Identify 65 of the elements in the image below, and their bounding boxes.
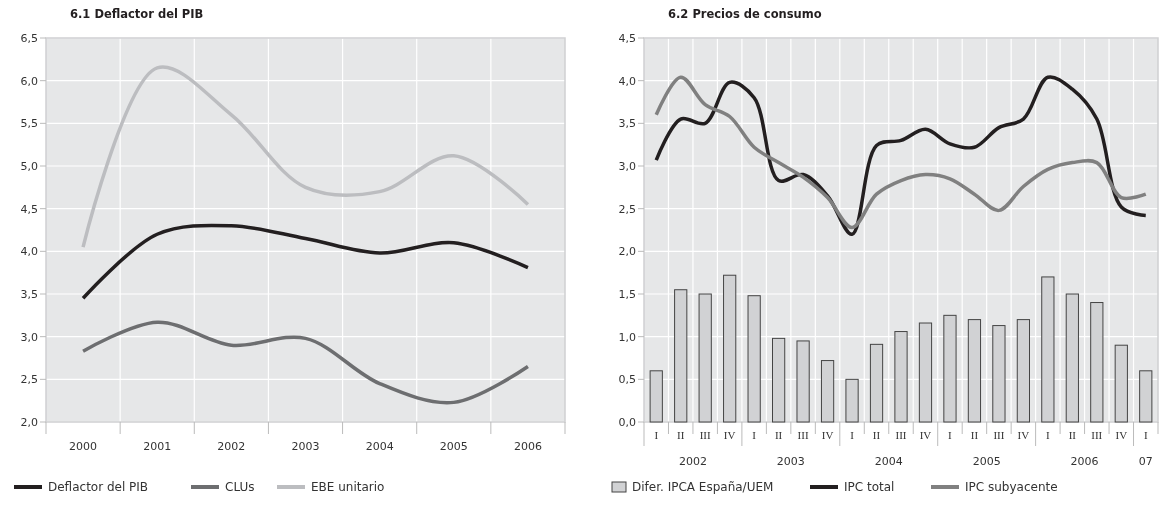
x-tick-label: 2005 xyxy=(439,440,468,453)
x-tick-label: 2000 xyxy=(69,440,98,453)
line-series xyxy=(81,65,530,249)
y-tick-label: 3,0 xyxy=(618,159,636,173)
x-tick-label: I xyxy=(850,429,855,441)
x-tick-label: II xyxy=(970,429,979,441)
x-tick-label: I xyxy=(948,429,953,441)
y-tick-label: 0,0 xyxy=(618,415,636,429)
x-tick-label: I xyxy=(752,429,757,441)
x-tick-label: II xyxy=(774,429,783,441)
y-tick-label: 2,5 xyxy=(20,373,38,387)
chart-title: 6.1 Deflactor del PIB xyxy=(70,7,204,21)
legend-label: Difer. IPCA España/UEM xyxy=(632,480,774,495)
line-series xyxy=(81,223,530,301)
x-tick-label: II xyxy=(1068,429,1077,441)
x-tick-label: III xyxy=(993,429,1005,441)
x-tick-label: 2002 xyxy=(217,440,246,453)
x-tick-label: 2003 xyxy=(291,440,320,453)
legend-label: Deflactor del PIB xyxy=(48,480,149,495)
y-tick-label: 4,0 xyxy=(618,74,636,88)
text: 2002 xyxy=(678,455,707,468)
y-tick-label: 5,5 xyxy=(20,117,38,131)
text: 2004 xyxy=(874,455,903,468)
legend-label: IPC subyacente xyxy=(965,480,1058,495)
text: 2006 xyxy=(1070,455,1099,468)
x-tick-label: IV xyxy=(1115,429,1128,441)
text: 2005 xyxy=(972,455,1001,468)
y-tick-label: 5,0 xyxy=(20,159,38,173)
y-tick-label: 6,0 xyxy=(20,74,38,88)
x-tick-label: II xyxy=(677,429,685,441)
y-tick-label: 2,5 xyxy=(618,202,636,216)
x-tick-label: IV xyxy=(919,429,932,441)
x-tick-label: II xyxy=(872,429,881,441)
x-tick-label: 2001 xyxy=(143,440,172,453)
y-tick-label: 6,5 xyxy=(20,31,38,45)
y-tick-label: 4,5 xyxy=(20,202,38,216)
x-tick-label: IV xyxy=(821,429,834,441)
x-tick-label: III xyxy=(797,429,809,441)
y-tick-label: 4,5 xyxy=(618,31,636,45)
y-tick-label: 4,0 xyxy=(20,245,38,259)
x-tick-label: I xyxy=(1143,429,1148,441)
y-tick-label: 3,5 xyxy=(618,117,636,131)
text: 2003 xyxy=(776,455,805,468)
x-tick-label: 2004 xyxy=(365,440,394,453)
line-series xyxy=(81,320,530,405)
y-tick-label: 2,0 xyxy=(20,415,38,429)
legend-label: CLUs xyxy=(225,480,255,495)
y-tick-label: 0,5 xyxy=(618,373,636,387)
x-tick-label: III xyxy=(699,429,712,441)
y-tick-label: 3,0 xyxy=(20,330,38,344)
legend-label: IPC total xyxy=(844,480,895,495)
y-tick-label: 3,5 xyxy=(20,287,38,301)
x-tick-label: 2006 xyxy=(513,440,542,453)
x-tick-label: I xyxy=(654,429,659,441)
x-tick-label: IV xyxy=(723,429,736,441)
y-tick-label: 1,5 xyxy=(618,287,636,301)
x-tick-label: IV xyxy=(1017,429,1030,441)
y-tick-label: 1,0 xyxy=(618,330,636,344)
legend-label: EBE unitario xyxy=(311,480,385,495)
chart-title: 6.2 Precios de consumo xyxy=(668,7,822,21)
y-tick-label: 2,0 xyxy=(618,245,636,259)
x-tick-label: I xyxy=(1046,429,1051,441)
text: 07 xyxy=(1138,455,1153,468)
x-tick-label: III xyxy=(1091,429,1103,441)
x-tick-label: III xyxy=(895,429,907,441)
